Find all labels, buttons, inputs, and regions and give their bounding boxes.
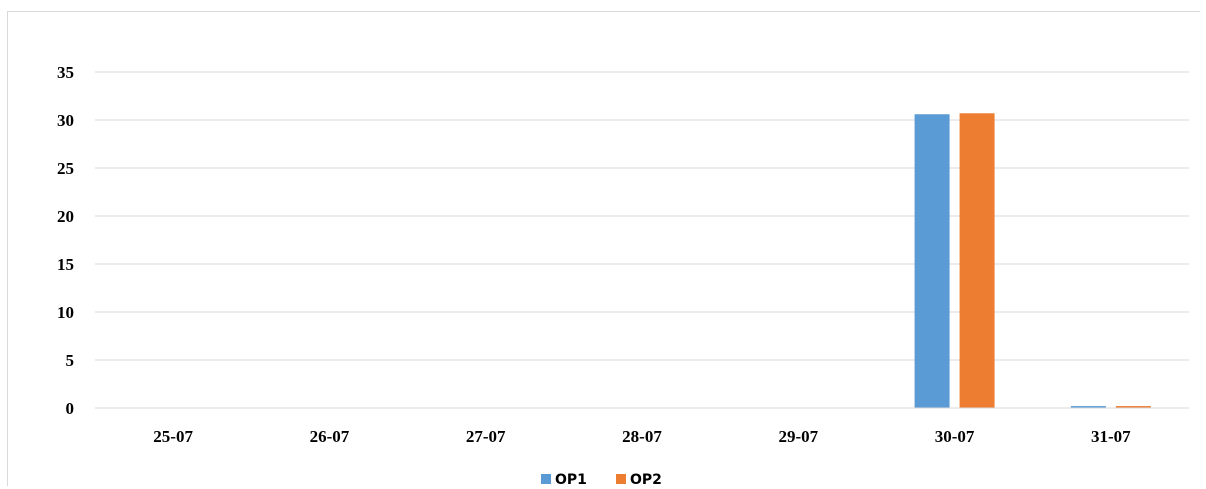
- legend-swatch-op1: [541, 474, 551, 484]
- x-tick-label: 31-07: [1091, 427, 1131, 446]
- x-axis-tick-labels: 25-07 26-07 27-07 28-07 29-07 30-07 31-07: [153, 427, 1131, 446]
- legend-label-op2: OP2: [630, 472, 662, 488]
- legend: OP1 OP2: [541, 472, 662, 488]
- y-tick-label: 30: [57, 111, 74, 130]
- x-tick-label: 27-07: [466, 427, 506, 446]
- gridlines: [95, 71, 1189, 361]
- y-tick-label: 10: [57, 303, 74, 322]
- legend-label-op1: OP1: [555, 472, 587, 488]
- bar-op1-30-07: [914, 114, 950, 409]
- x-tick-label: 29-07: [778, 427, 818, 446]
- x-tick-label: 26-07: [310, 427, 350, 446]
- bar-op1-31-07: [1070, 406, 1106, 408]
- y-tick-label: 15: [57, 255, 74, 274]
- y-tick-label: 0: [66, 399, 75, 418]
- y-tick-label: 25: [57, 159, 74, 178]
- x-tick-label: 30-07: [935, 427, 975, 446]
- bar-op2-30-07: [959, 113, 995, 408]
- y-tick-label: 20: [57, 207, 74, 226]
- y-tick-label: 5: [66, 351, 75, 370]
- x-tick-label: 28-07: [622, 427, 662, 446]
- legend-swatch-op2: [616, 474, 626, 484]
- bar-op2-31-07: [1115, 406, 1151, 408]
- x-tick-label: 25-07: [153, 427, 193, 446]
- y-axis-tick-labels: 0 5 10 15 20 25 30 35: [57, 63, 74, 418]
- bars: [914, 113, 1151, 409]
- y-tick-label: 35: [57, 63, 74, 82]
- chart-frame: [7, 11, 1200, 486]
